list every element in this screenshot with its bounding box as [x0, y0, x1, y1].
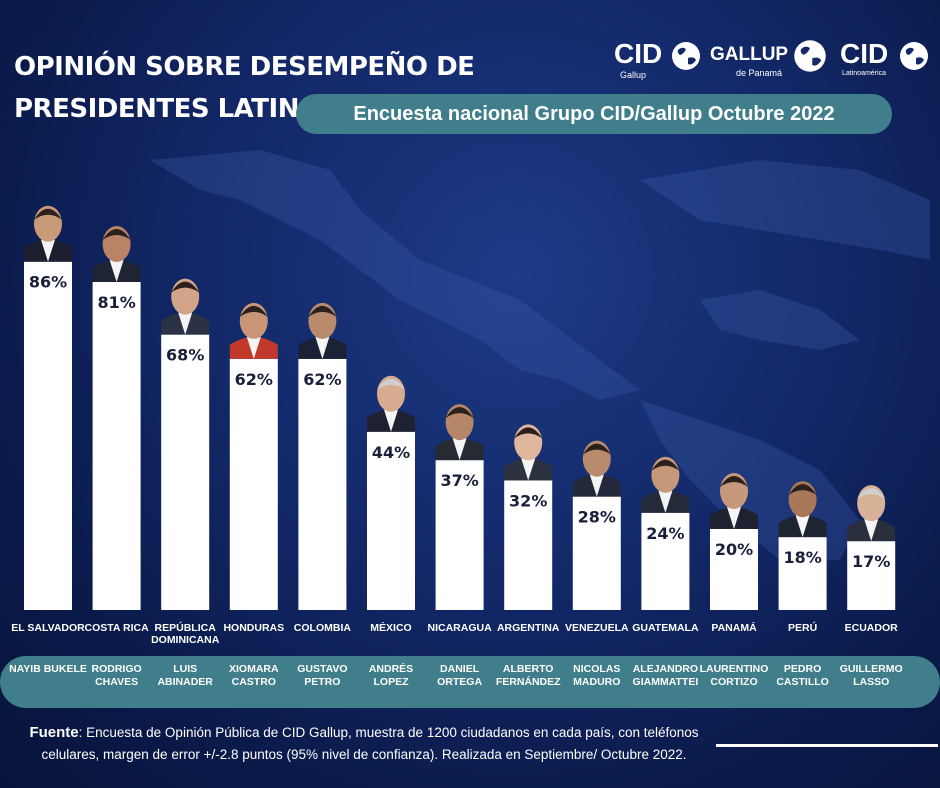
logo-cid-latam-main: CID: [840, 38, 889, 69]
value-label: 86%: [29, 273, 67, 292]
president-portrait: [847, 485, 896, 542]
president-name-label: PEDRO CASTILLO: [776, 663, 829, 688]
country-label: PERÚ: [788, 622, 818, 634]
president-name-label: XIOMARA CASTRO: [229, 663, 279, 688]
value-label: 28%: [578, 508, 616, 527]
logo-cid-gallup-main: CID: [614, 38, 663, 69]
logo-cid-latam-sub: Latinoamérica: [842, 70, 886, 77]
president-name-label: NICOLAS MADURO: [573, 663, 621, 688]
source-label: Fuente: [29, 724, 79, 741]
chart-subtitle: Encuesta nacional Grupo CID/Gallup Octub…: [296, 94, 892, 134]
bar-2: [92, 281, 141, 610]
bar-3: [161, 334, 210, 610]
bar-7: [435, 460, 484, 610]
logo-gallup-main: GALLUP: [710, 44, 789, 65]
bar-5: [298, 358, 347, 610]
value-label: 17%: [852, 552, 890, 571]
value-label: 68%: [166, 346, 204, 365]
bar-8: [504, 480, 553, 610]
bar-6: [367, 431, 415, 610]
bar-12: [778, 537, 827, 610]
logo-cid-latam: CID Latinoamérica: [840, 36, 936, 86]
president-name-label: DANIEL ORTEGA: [437, 663, 483, 688]
president-portrait: [161, 278, 210, 335]
logo-cid-gallup: CID Gallup: [612, 36, 702, 86]
president-name-label: GUSTAVO PETRO: [297, 663, 348, 688]
value-label: 24%: [646, 524, 684, 543]
president-name-label: RODRIGO CHAVES: [91, 663, 142, 688]
globe-icon: [672, 42, 700, 70]
president-portrait: [435, 404, 484, 461]
country-label: NICARAGUA: [427, 622, 492, 634]
bar-11: [710, 529, 758, 610]
country-label: VENEZUELA: [565, 622, 629, 634]
president-name-label: NAYIB BUKELE: [9, 663, 87, 675]
president-portrait: [504, 424, 553, 481]
president-portrait: [298, 302, 347, 359]
globe-icon: [794, 40, 826, 72]
president-name-label: ALEJANDRO GIAMMATTEI: [632, 663, 699, 688]
country-label: EL SALVADOR: [11, 622, 85, 634]
value-label: 62%: [235, 370, 273, 389]
country-label: ARGENTINA: [496, 622, 560, 634]
value-label: 18%: [783, 548, 821, 567]
value-label: 81%: [97, 293, 135, 312]
country-label: PANAMÁ: [711, 622, 757, 634]
source-text: : Encuesta de Opinión Pública de CID Gal…: [41, 725, 699, 762]
value-label: 32%: [509, 491, 547, 510]
president-name-label: GUILLERMO LASSO: [839, 663, 903, 688]
value-label: 62%: [303, 370, 341, 389]
divider-line: [716, 744, 938, 747]
value-label: 37%: [440, 471, 478, 490]
globe-icon: [900, 42, 928, 70]
country-label: COLOMBIA: [293, 622, 351, 634]
country-label: REPÚBLICA DOMINICANA: [151, 622, 220, 646]
president-portrait: [572, 440, 621, 497]
country-label: COSTA RICA: [84, 622, 149, 634]
country-label: MÉXICO: [370, 622, 412, 634]
logo-gallup-sub: de Panamá: [736, 68, 783, 78]
value-label: 44%: [372, 443, 410, 462]
president-portrait: [641, 456, 690, 513]
president-portrait: [367, 375, 415, 432]
country-label: HONDURAS: [223, 622, 285, 634]
president-name-label: ALBERTO FERNÁNDEZ: [495, 663, 561, 688]
bar-1: [24, 261, 72, 610]
president-names-band: [0, 656, 940, 708]
president-name-label: LUIS ABINADER: [157, 663, 213, 688]
country-label: GUATEMALA: [632, 622, 699, 634]
president-portrait: [92, 225, 141, 282]
bar-10: [641, 512, 690, 610]
president-portrait: [229, 302, 278, 359]
president-portrait: [24, 205, 72, 262]
logo-cid-gallup-sub: Gallup: [620, 70, 647, 80]
president-name-label: ANDRÉS LOPEZ: [368, 663, 414, 688]
president-name-label: LAURENTINO CORTIZO: [699, 663, 769, 688]
value-label: 20%: [715, 540, 753, 559]
bar-9: [572, 496, 621, 610]
logo-gallup-panama: GALLUP de Panamá: [710, 36, 830, 86]
country-label: ECUADOR: [844, 622, 898, 634]
bar-13: [847, 541, 896, 610]
president-portrait: [778, 481, 827, 538]
bar-4: [229, 358, 278, 610]
source-note: Fuente: Encuesta de Opinión Pública de C…: [14, 722, 714, 766]
president-portrait: [710, 473, 758, 529]
